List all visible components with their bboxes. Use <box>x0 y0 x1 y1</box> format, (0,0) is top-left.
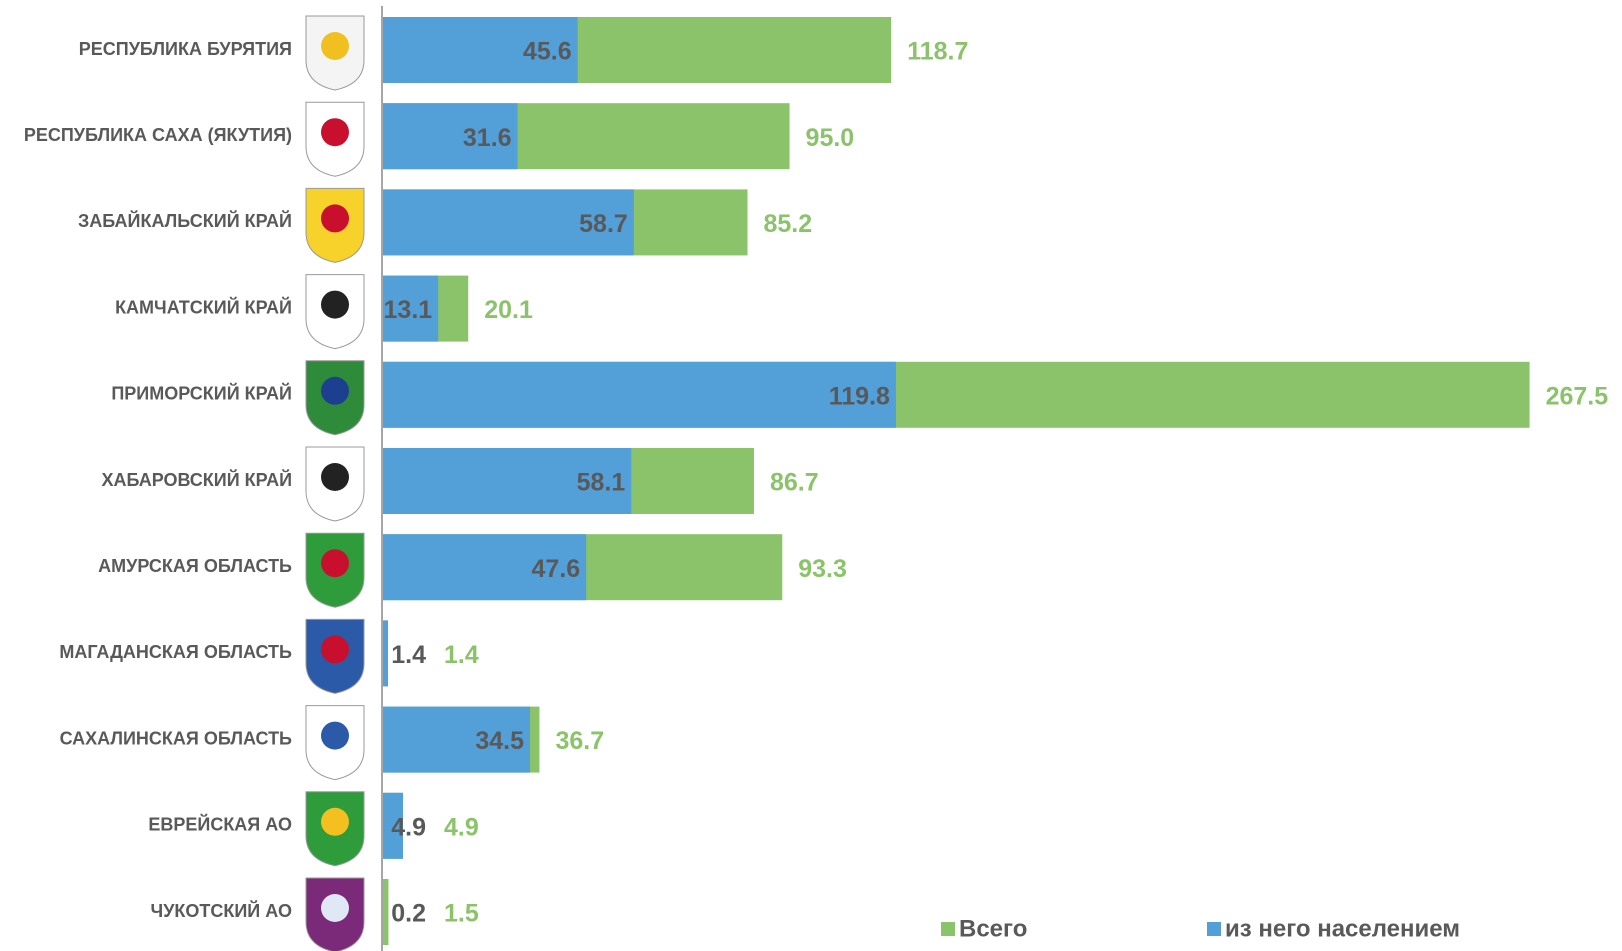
bar-population <box>382 189 634 256</box>
bar-population <box>382 275 439 342</box>
value-label-population: 31.6 <box>463 124 512 152</box>
value-label-total: 1.4 <box>444 641 479 669</box>
category-label: ЧУКОТСКИЙ АО <box>151 900 292 921</box>
emblem-detail <box>321 204 349 233</box>
bar-population <box>382 534 587 601</box>
category-label: ЕВРЕЙСКАЯ АО <box>148 814 292 835</box>
value-label-total: 118.7 <box>907 38 968 66</box>
bar-population <box>382 706 531 773</box>
emblem-detail <box>321 118 349 147</box>
category-label: ХАБАРОВСКИЙ КРАЙ <box>101 469 292 490</box>
bar-population <box>382 361 896 428</box>
value-label-total: 4.9 <box>444 813 479 841</box>
emblem-detail <box>321 32 349 60</box>
value-label-population: 58.1 <box>577 469 626 497</box>
category-label: САХАЛИНСКАЯ ОБЛАСТЬ <box>60 728 292 748</box>
bar-population <box>382 620 389 687</box>
bar-population <box>382 103 518 170</box>
legend-label: из него населением <box>1225 915 1460 942</box>
value-label-population: 34.5 <box>475 727 524 755</box>
value-label-population: 0.2 <box>391 900 426 928</box>
value-label-population: 119.8 <box>829 382 890 410</box>
value-label-total: 20.1 <box>484 296 533 324</box>
value-label-total: 267.5 <box>1546 382 1609 410</box>
category-label: РЕСПУБЛИКА САХА (ЯКУТИЯ) <box>24 125 292 145</box>
bar-population <box>382 448 632 514</box>
value-label-total: 93.3 <box>798 555 847 583</box>
value-label-population: 45.6 <box>523 38 572 66</box>
emblem-detail <box>321 635 349 664</box>
value-label-population: 4.9 <box>391 813 426 841</box>
value-label-population: 58.7 <box>579 210 628 238</box>
category-label: ЗАБАЙКАЛЬСКИЙ КРАЙ <box>78 210 292 231</box>
bar-population <box>382 17 578 83</box>
value-label-population: 1.4 <box>391 641 426 669</box>
legend-swatch <box>1207 922 1221 936</box>
emblem-detail <box>321 376 349 405</box>
value-label-total: 85.2 <box>764 210 813 238</box>
value-label-total: 1.5 <box>444 900 479 928</box>
bar-population <box>382 792 404 859</box>
value-label-total: 95.0 <box>806 124 855 152</box>
emblem-detail <box>321 290 349 319</box>
category-label: МАГАДАНСКАЯ ОБЛАСТЬ <box>59 642 292 662</box>
emblem-detail <box>321 549 349 578</box>
legend-swatch <box>941 922 955 936</box>
category-label: РЕСПУБЛИКА БУРЯТИЯ <box>79 39 292 59</box>
emblem-detail <box>321 463 349 491</box>
category-label: КАМЧАТСКИЙ КРАЙ <box>115 296 292 317</box>
category-label: АМУРСКАЯ ОБЛАСТЬ <box>98 556 292 576</box>
legend-label: Всего <box>959 915 1027 942</box>
value-label-total: 36.7 <box>555 727 604 755</box>
emblem-detail <box>321 721 349 750</box>
value-label-total: 86.7 <box>770 469 819 497</box>
value-label-population: 47.6 <box>532 555 581 583</box>
emblem-detail <box>321 807 349 836</box>
category-label: ПРИМОРСКИЙ КРАЙ <box>111 383 292 404</box>
bar-total <box>382 879 389 945</box>
value-label-population: 13.1 <box>384 296 433 324</box>
emblem-detail <box>321 894 349 922</box>
